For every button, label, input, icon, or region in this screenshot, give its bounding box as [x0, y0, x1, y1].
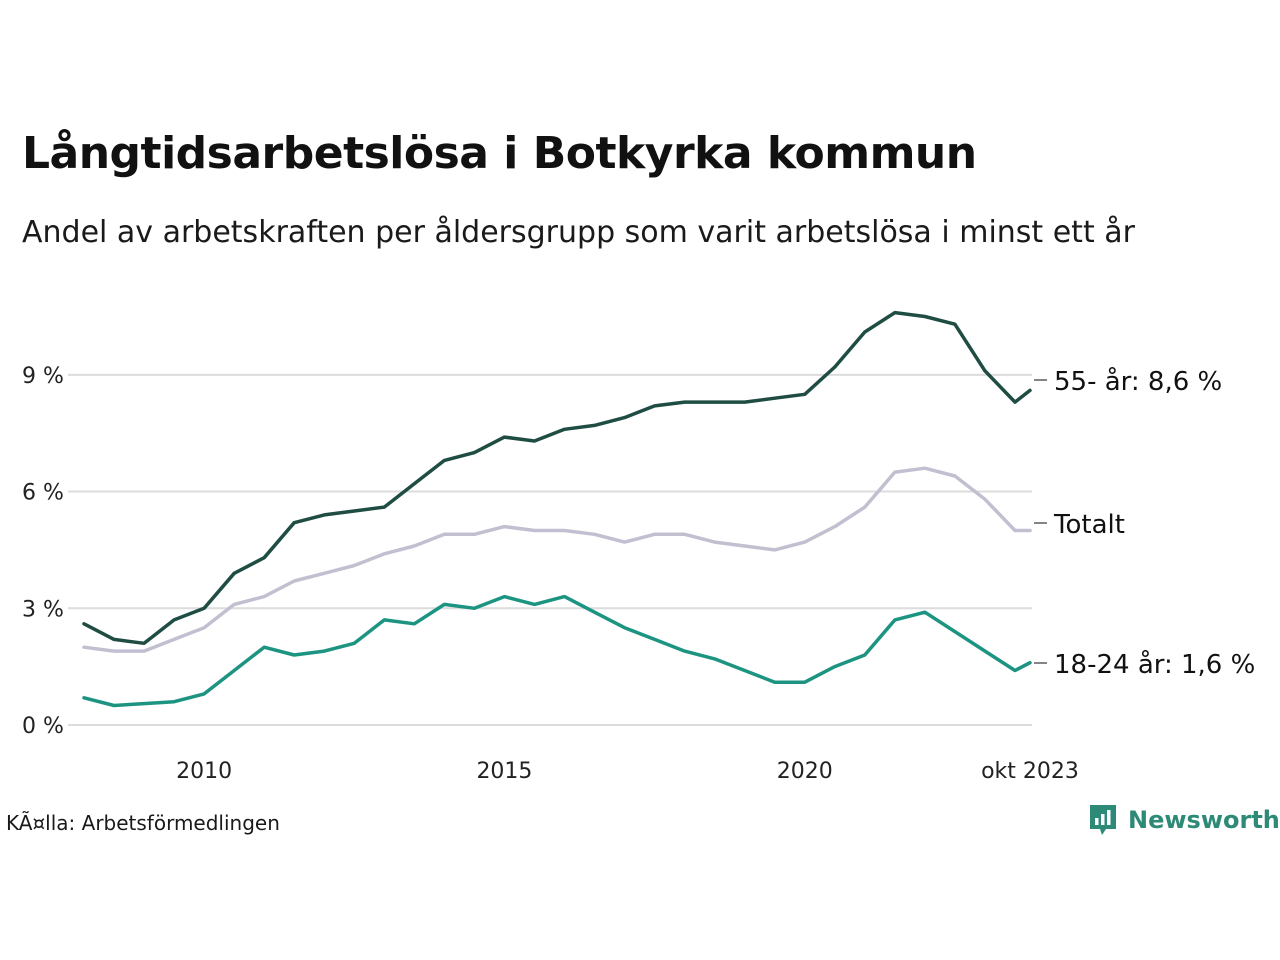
- y-tick-label: 6 %: [22, 481, 64, 506]
- x-tick-label: 2020: [777, 759, 833, 784]
- y-tick-label: 3 %: [22, 597, 64, 622]
- chart-title: Långtidsarbetslösa i Botkyrka kommun: [22, 128, 977, 179]
- y-tick-label: 0 %: [22, 714, 64, 739]
- newsworthy-logo[interactable]: Newsworthy: [1088, 803, 1280, 837]
- series-line: [82, 466, 1032, 653]
- brand-name: Newsworthy: [1128, 806, 1280, 834]
- series-end-label: 18-24 år: 1,6 %: [1054, 649, 1255, 680]
- series-line: [82, 594, 1032, 708]
- series-end-label: 55- år: 8,6 %: [1054, 366, 1222, 397]
- newsworthy-logo-icon: [1090, 805, 1116, 835]
- x-tick-label: okt 2023: [981, 759, 1079, 784]
- series-end-label: Totalt: [1053, 510, 1125, 540]
- chart-subtitle: Andel av arbetskraften per åldersgrupp s…: [22, 215, 1135, 250]
- x-tick-label: 2015: [476, 759, 532, 784]
- series-line: [82, 310, 1032, 646]
- source-note: KÃ¤lla: Arbetsförmedlingen: [6, 811, 280, 835]
- x-tick-label: 2010: [176, 759, 232, 784]
- y-tick-label: 9 %: [22, 364, 64, 389]
